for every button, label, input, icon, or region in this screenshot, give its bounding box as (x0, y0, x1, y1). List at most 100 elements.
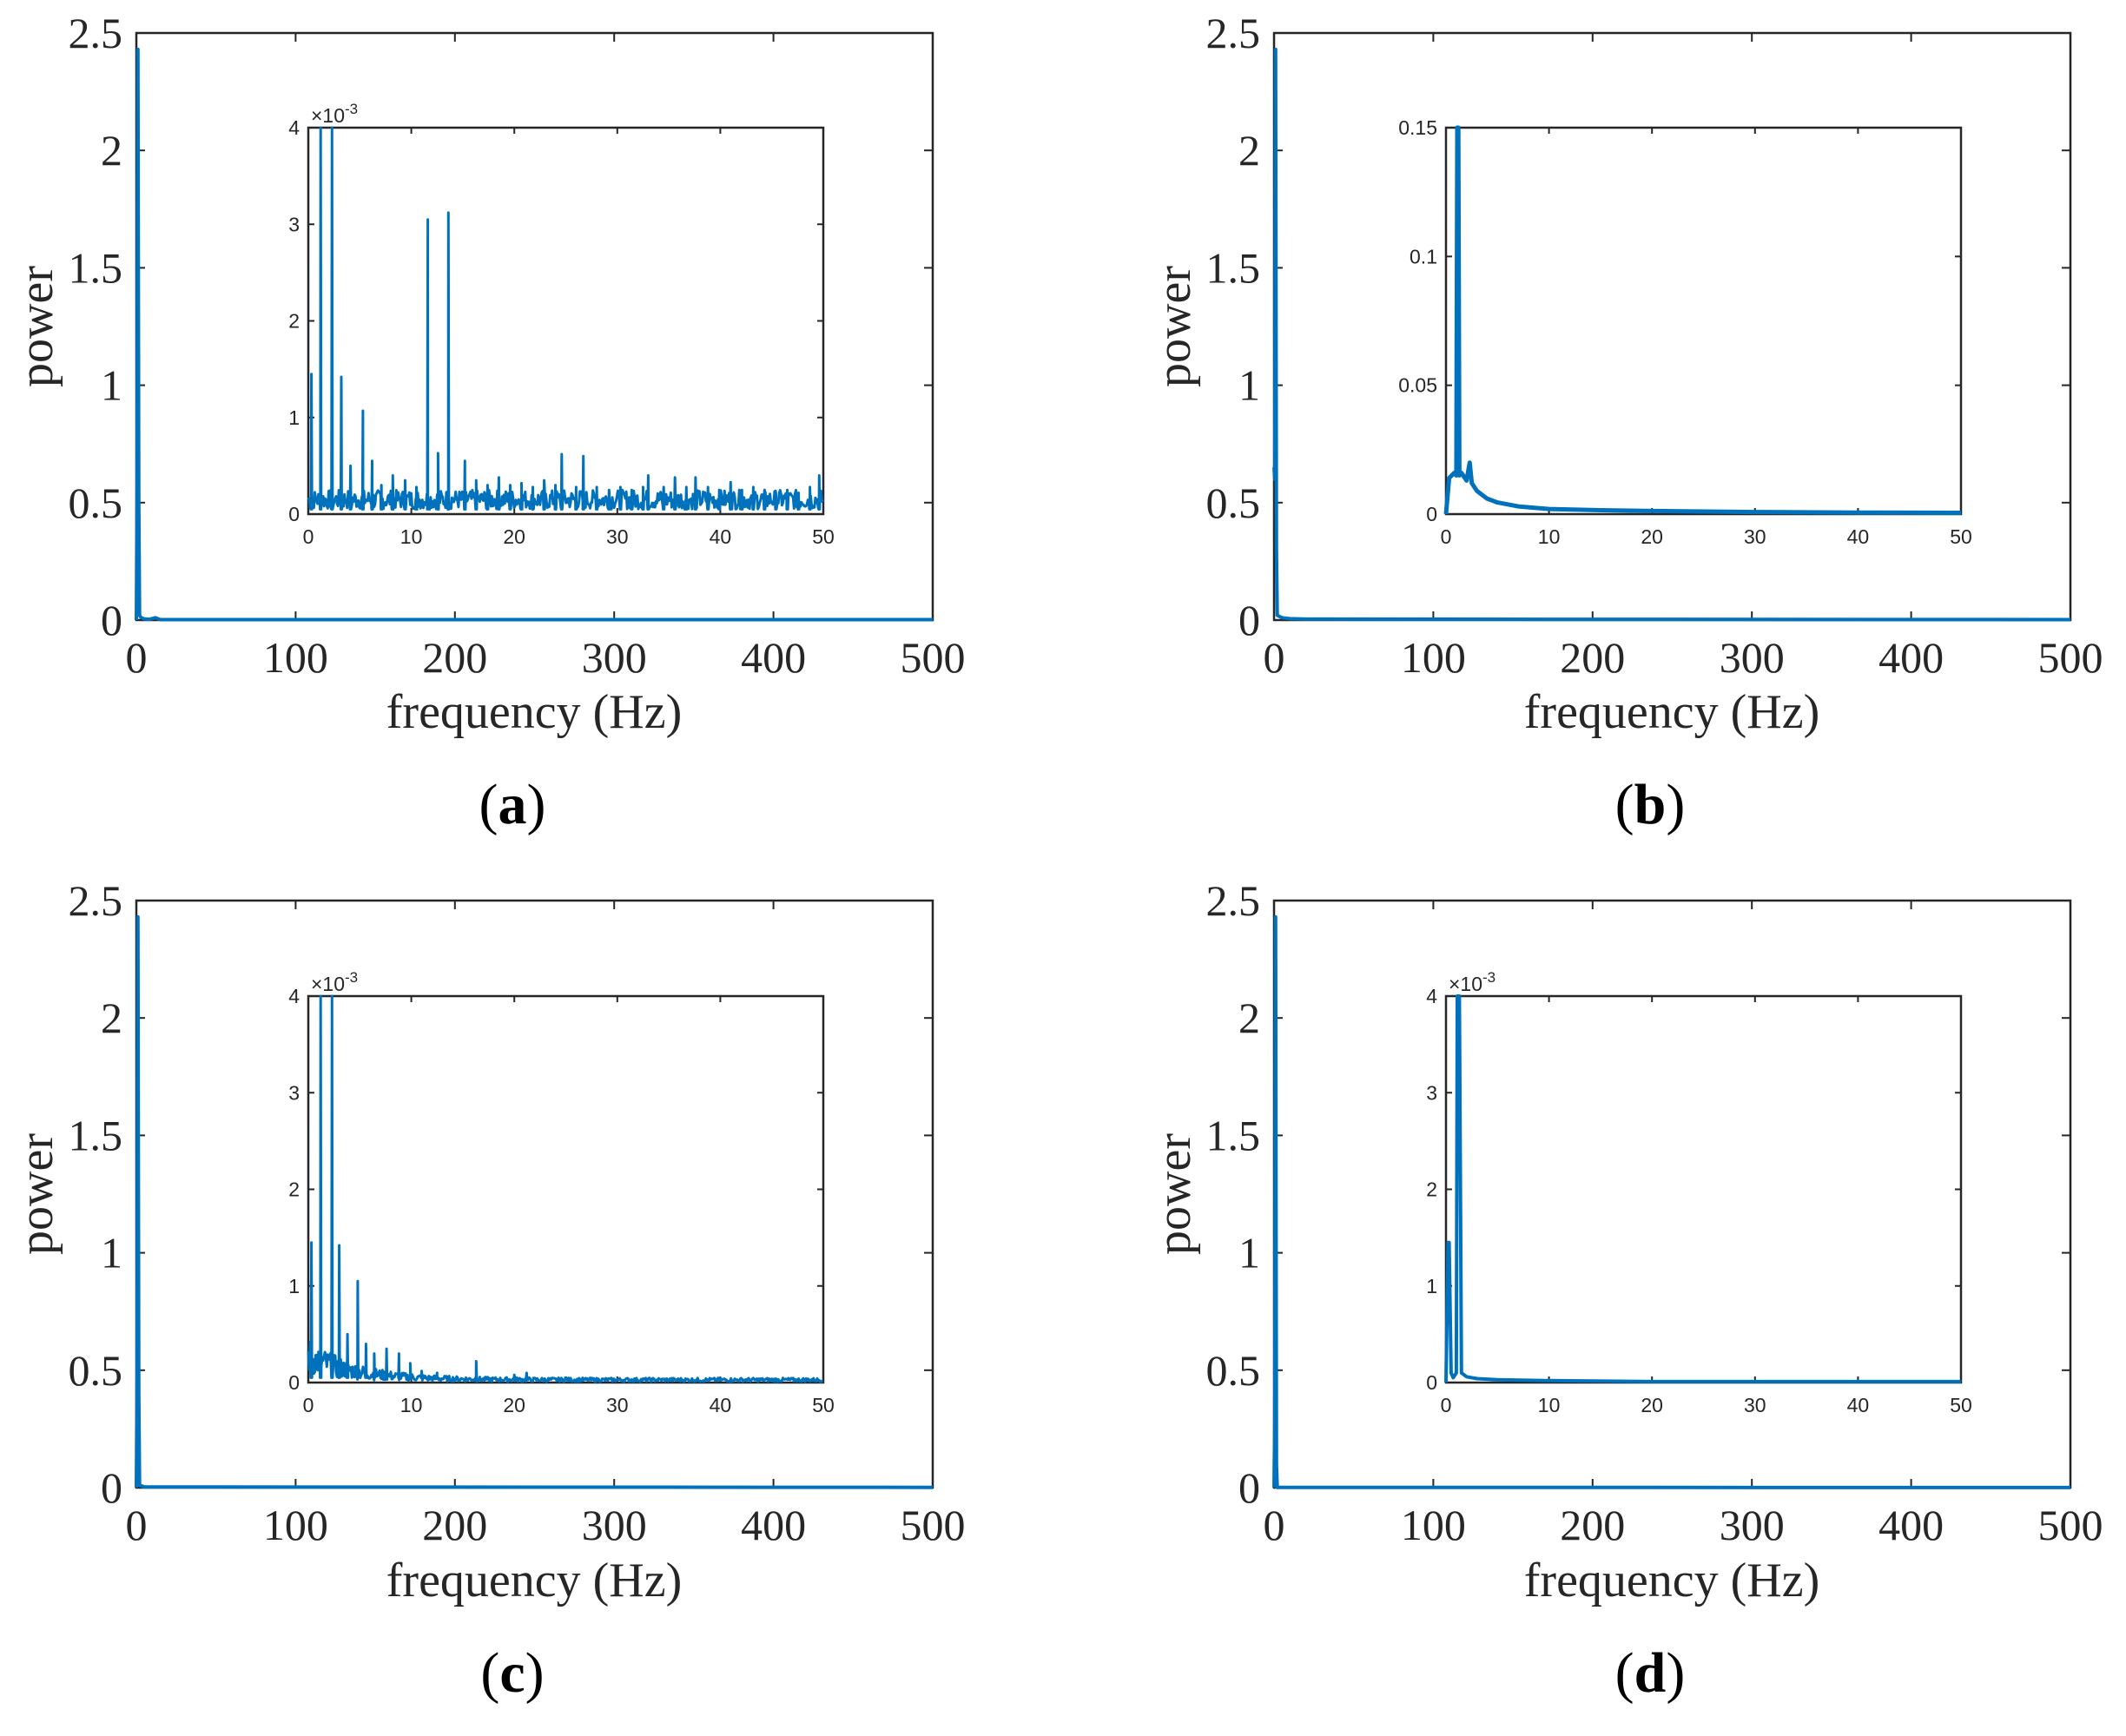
main-x-tick-label: 500 (2038, 1501, 2103, 1549)
inset-exponent-label: ×10-3 (1449, 969, 1495, 995)
main-x-tick-label: 100 (263, 1501, 328, 1549)
inset-x-ticks: 0 10 20 30 40 50 (303, 996, 835, 1416)
main-y-tick-label: 0.5 (69, 479, 123, 527)
main-x-tick-label: 100 (1401, 633, 1466, 682)
inset-y-tick-label: 4 (288, 116, 300, 139)
inset-plot-frame (307, 994, 825, 1384)
main-x-tick-label: 200 (422, 633, 487, 682)
main-y-tick-label: 0.5 (69, 1346, 123, 1395)
x-axis-title: frequency (Hz) (386, 685, 682, 739)
inset-y-tick-label: 0.05 (1398, 374, 1437, 397)
inset: 0 10 20 30 40 50 0 1 2 3 4 ×10-3 (1426, 969, 1972, 1416)
main-y-ticks: 0 0.5 1 1.5 2 2.5 (69, 9, 933, 644)
main-y-tick-label: 2.5 (69, 9, 123, 57)
inset-y-tick-label: 2 (288, 1178, 300, 1201)
inset-series-line (307, 994, 823, 1383)
panel-label: (d) (1615, 1641, 1686, 1705)
main-y-tick-label: 0 (101, 596, 122, 644)
inset: 0 10 20 30 40 50 0 1 2 3 4 ×10-3 (288, 969, 835, 1416)
main-y-tick-label: 2 (101, 993, 122, 1042)
main-y-tick-label: 0 (1238, 1463, 1260, 1512)
inset-x-ticks: 0 10 20 30 40 50 (1441, 128, 1972, 548)
inset-y-tick-label: 0 (288, 1371, 300, 1394)
inset-y-ticks: 0 1 2 3 4 (288, 985, 823, 1394)
main-x-tick-label: 400 (1878, 633, 1944, 682)
main-x-ticks: 0 100 200 300 400 500 (126, 33, 966, 682)
inset-y-tick-label: 0 (288, 503, 300, 525)
inset-x-tick-label: 30 (1744, 1394, 1766, 1416)
main-x-tick-label: 400 (741, 633, 806, 682)
inset-x-tick-label: 10 (1538, 1394, 1561, 1416)
main-x-tick-label: 300 (1720, 633, 1785, 682)
inset-y-tick-label: 0 (1426, 1371, 1437, 1394)
inset-series-line (307, 126, 824, 511)
main-y-tick-label: 1 (101, 1229, 122, 1277)
inset-x-tick-label: 50 (1950, 525, 1972, 548)
main-y-tick-label: 0 (101, 1463, 122, 1512)
inset-y-tick-label: 4 (288, 985, 300, 1007)
main-x-tick-label: 0 (126, 1501, 148, 1549)
inset-y-ticks: 0 1 2 3 4 (1426, 985, 1961, 1394)
inset-y-tick-label: 1 (1426, 1275, 1437, 1297)
inset-x-ticks: 0 10 20 30 40 50 (303, 128, 835, 548)
inset-y-tick-label: 2 (1426, 1178, 1437, 1201)
inset-x-tick-label: 10 (400, 525, 423, 548)
main-y-tick-label: 0.5 (1206, 1346, 1261, 1395)
main-y-tick-label: 1.5 (69, 1111, 123, 1159)
inset-y-ticks: 0 0.05 0.1 0.15 (1398, 116, 1961, 525)
y-axis-title: power (1147, 1133, 1201, 1255)
main-y-tick-label: 0 (1238, 596, 1260, 644)
inset-y-tick-label: 0.15 (1398, 116, 1437, 139)
inset-y-tick-label: 3 (288, 213, 300, 235)
main-y-ticks: 0 0.5 1 1.5 2 2.5 (69, 876, 933, 1512)
inset-y-ticks: 0 1 2 3 4 (288, 116, 823, 525)
main-x-ticks: 0 100 200 300 400 500 (1264, 901, 2103, 1549)
inset-x-tick-label: 30 (606, 1394, 629, 1416)
inset-x-tick-label: 40 (710, 1394, 732, 1416)
main-y-tick-label: 2.5 (1206, 876, 1261, 925)
main-y-tick-label: 0.5 (1206, 479, 1261, 527)
inset-plot-frame (307, 126, 825, 516)
panel-b: 0 100 200 300 400 500 00.511.522.5 frequency … (1147, 9, 2103, 836)
main-y-tick-label: 1.5 (69, 243, 123, 292)
inset-exponent-label: ×10-3 (311, 101, 358, 127)
inset-x-tick-label: 10 (1538, 525, 1561, 548)
x-axis-title: frequency (Hz) (1524, 685, 1819, 739)
inset-x-tick-label: 50 (1950, 1394, 1972, 1416)
main-x-tick-label: 300 (582, 633, 647, 682)
y-axis-title: power (10, 266, 63, 387)
main-y-tick-label: 1.5 (1206, 243, 1261, 292)
main-x-tick-label: 300 (582, 1501, 647, 1549)
main-x-tick-label: 500 (901, 1501, 966, 1549)
panel-label: (c) (480, 1641, 544, 1705)
inset-x-tick-label: 0 (303, 1394, 314, 1416)
main-x-tick-label: 200 (422, 1501, 487, 1549)
main-series-line (135, 914, 934, 1489)
main-y-tick-label: 1.5 (1206, 1111, 1261, 1159)
inset-x-tick-label: 0 (1441, 525, 1452, 548)
inset-y-tick-label: 2 (288, 310, 300, 333)
main-x-tick-label: 0 (126, 633, 148, 682)
inset-x-tick-label: 10 (400, 1394, 423, 1416)
inset-y-tick-label: 3 (288, 1081, 300, 1104)
main-series-line (1272, 47, 2071, 622)
panel-c: 0 100 200 300 400 500 00.511.522.5 frequency … (10, 876, 966, 1705)
inset-plot-frame (1444, 126, 1963, 516)
inset-x-ticks: 0 10 20 30 40 50 (1441, 996, 1972, 1416)
main-y-ticks: 0 0.5 1 1.5 2 2.5 (1206, 876, 2070, 1512)
main-y-ticks: 0 0.5 1 1.5 2 2.5 (1206, 9, 2070, 644)
y-axis-title: power (10, 1133, 63, 1255)
inset-y-tick-label: 3 (1426, 1081, 1437, 1104)
main-x-tick-label: 300 (1720, 1501, 1785, 1549)
main-series-line (135, 47, 933, 622)
x-axis-title: frequency (Hz) (386, 1554, 682, 1607)
panel-d: 0 100 200 300 400 500 00.511.522.5 frequency … (1147, 876, 2103, 1705)
x-axis-title: frequency (Hz) (1524, 1554, 1819, 1607)
main-y-tick-label: 2 (1238, 126, 1260, 175)
inset-y-tick-label: 4 (1426, 985, 1437, 1007)
main-y-tick-label: 2.5 (1206, 9, 1261, 57)
inset-x-tick-label: 50 (812, 525, 835, 548)
main-y-tick-label: 1 (1238, 361, 1260, 410)
inset-x-tick-label: 20 (503, 525, 525, 548)
